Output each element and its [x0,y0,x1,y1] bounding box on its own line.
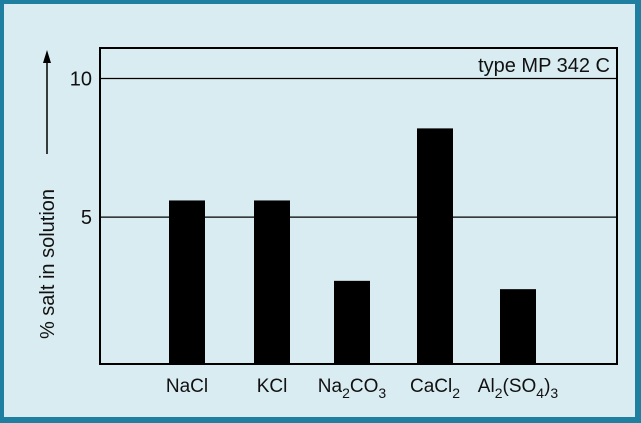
x-tick-label: NaCl [166,376,208,397]
x-tick-label: Al2(SO4)3 [478,376,559,401]
y-axis-label-group: % salt in solution [37,50,59,339]
x-tick-label: CaCl2 [410,376,460,401]
x-tick-label: KCl [257,376,288,397]
y-tick-label: 10 [70,68,92,90]
bar [254,200,290,364]
y-axis-arrow-head [43,50,51,63]
chart-annotation: type MP 342 C [478,55,610,77]
y-tick-label: 5 [81,207,92,229]
x-tick-label: Na2CO3 [318,376,387,401]
bar [417,128,453,364]
y-axis-label: % salt in solution [37,189,59,339]
bar [500,289,536,364]
bar [334,280,370,364]
bar [169,200,205,364]
